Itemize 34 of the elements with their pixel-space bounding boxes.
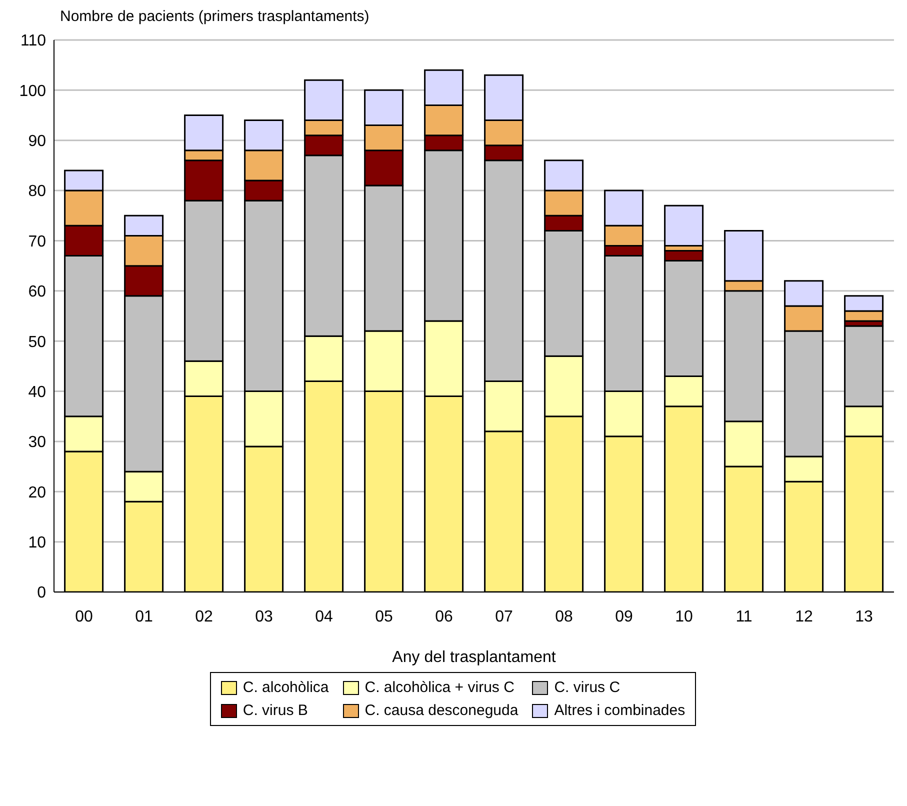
y-tick-label: 0	[37, 584, 46, 602]
legend-label: C. alcohòlica	[242, 679, 329, 696]
x-tick-label: 00	[75, 608, 93, 626]
y-tick-label: 100	[19, 82, 46, 100]
y-tick-label: 110	[20, 32, 46, 50]
y-tick-label: 50	[28, 334, 46, 351]
x-tick-label: 11	[736, 608, 752, 626]
legend-label: C. virus B	[242, 702, 308, 719]
x-tick-label: 09	[615, 608, 633, 626]
x-tick-label: 07	[495, 608, 513, 626]
x-tick-label: 12	[795, 608, 813, 626]
x-tick-label: 13	[855, 608, 873, 626]
y-tick-label: 30	[28, 434, 46, 452]
legend-label: C. alcohòlica + virus C	[364, 679, 514, 696]
x-axis-title: Any del trasplantament	[392, 649, 556, 666]
x-tick-label: 03	[255, 608, 273, 626]
y-axis-title: Nombre de pacients (primers trasplantaments)	[60, 8, 370, 27]
y-tick-label: 90	[28, 133, 46, 150]
x-tick-label: 10	[675, 608, 693, 626]
legend-label: Altres i combinades	[554, 702, 686, 719]
y-tick-label: 10	[28, 534, 46, 552]
y-tick-label: 60	[28, 284, 46, 301]
x-tick-label: 01	[135, 608, 153, 626]
y-tick-label: 80	[28, 183, 46, 200]
y-tick-label: 70	[28, 233, 46, 250]
y-tick-label: 20	[28, 484, 46, 502]
x-tick-label: 02	[195, 608, 213, 626]
legend-label: C. virus C	[554, 679, 620, 696]
x-tick-label: 08	[555, 608, 573, 626]
x-tick-label: 04	[315, 608, 333, 626]
legend-label: C. causa desconeguda	[364, 702, 518, 719]
x-tick-label: 06	[435, 608, 453, 626]
x-tick-label: 05	[375, 608, 393, 626]
y-tick-label: 40	[28, 384, 46, 401]
